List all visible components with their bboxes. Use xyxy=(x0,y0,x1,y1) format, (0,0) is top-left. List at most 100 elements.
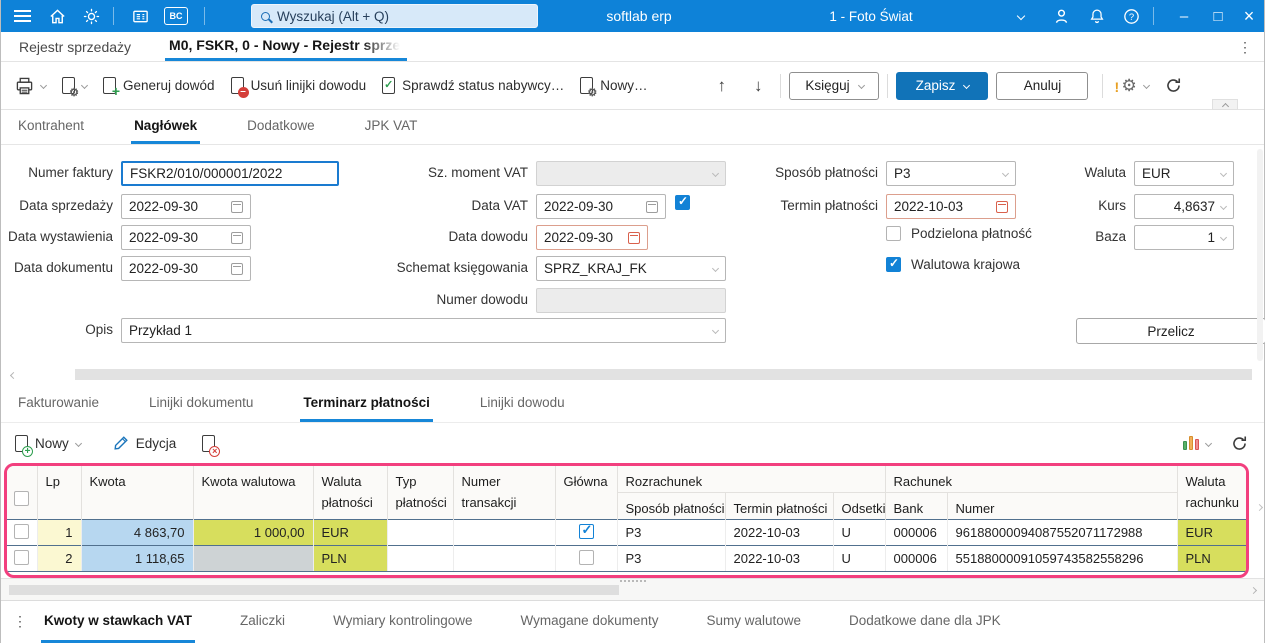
splitter-handle[interactable] xyxy=(619,580,646,582)
cell-sposob-platnosci[interactable]: P3 xyxy=(617,545,726,572)
cell-waluta-rachunku[interactable]: EUR xyxy=(1177,519,1246,546)
user-icon[interactable] xyxy=(1047,0,1075,32)
tab-active-document[interactable]: M0, FSKR, 0 - Nowy - Rejestr sprzedaż xyxy=(165,32,408,61)
cell-sposob-platnosci[interactable]: P3 xyxy=(617,519,726,546)
refresh-button[interactable] xyxy=(1161,73,1186,98)
tab-kwoty-w-stawkach-vat[interactable]: Kwoty w stawkach VAT xyxy=(41,601,196,643)
numer-dowodu-input[interactable] xyxy=(536,288,726,313)
data-sprzedazy-input[interactable]: 2022-09-30 xyxy=(121,194,251,219)
row-select-checkbox[interactable] xyxy=(14,523,30,539)
grid-refresh-button[interactable] xyxy=(1227,431,1252,456)
tab-wymiary-kontrolingowe[interactable]: Wymiary kontrolingowe xyxy=(333,613,473,628)
nowy-button[interactable]: Nowy… xyxy=(576,73,651,98)
tab-rejestr-sprzedazy[interactable]: Rejestr sprzedaży xyxy=(19,38,132,55)
close-button[interactable]: × xyxy=(1243,5,1255,26)
scroll-left-chevron-icon[interactable] xyxy=(9,371,18,380)
grid-edycja-button[interactable]: Edycja xyxy=(109,431,181,455)
company-dropdown-chevron-icon[interactable] xyxy=(1009,0,1033,32)
data-dowodu-input[interactable]: 2022-09-30 xyxy=(536,225,648,250)
grid-nowy-button[interactable]: Nowy xyxy=(11,431,85,457)
tab-linijki-dowodu[interactable]: Linijki dowodu xyxy=(479,394,565,410)
col-waluta-platnosci[interactable]: Waluta płatności xyxy=(313,466,388,520)
sz-moment-vat-select[interactable] xyxy=(536,161,726,186)
opis-combobox[interactable]: Przykład 1 xyxy=(121,318,726,343)
minimize-button[interactable]: – xyxy=(1179,7,1189,25)
tab-wymagane-dokumenty[interactable]: Wymagane dokumenty xyxy=(520,613,659,628)
ksieguj-dropdown-button[interactable]: Księguj xyxy=(789,71,880,100)
cell-waluta-rachunku[interactable]: PLN xyxy=(1177,545,1246,572)
data-wystawienia-input[interactable]: 2022-09-30 xyxy=(121,225,251,250)
maximize-button[interactable]: □ xyxy=(1213,7,1223,25)
search-input[interactable]: Wyszukaj (Alt + Q) xyxy=(251,4,538,28)
grid-chart-button[interactable] xyxy=(1179,432,1215,454)
table-row[interactable]: 2 1 118,65 PLN P3 2022-10-03 U 000006 55… xyxy=(7,545,1246,572)
grid-delete-button[interactable] xyxy=(198,431,221,457)
kurs-select[interactable]: 4,8637 xyxy=(1134,194,1234,219)
settings-warning-button[interactable]: ⚙ xyxy=(1111,72,1152,100)
help-icon[interactable]: ? xyxy=(1117,0,1145,32)
sposob-platnosci-select[interactable]: P3 xyxy=(886,161,1016,186)
cell-typ-platnosci[interactable] xyxy=(387,545,454,572)
calendar-icon[interactable] xyxy=(231,231,243,244)
sprawdz-status-nabywcy-button[interactable]: Sprawdź status nabywcy… xyxy=(378,73,568,98)
calendar-icon[interactable] xyxy=(231,262,243,275)
cell-kwota-walutowa[interactable] xyxy=(193,545,314,572)
move-down-button[interactable]: ↓ xyxy=(753,75,763,95)
business-central-icon[interactable]: BC xyxy=(164,7,188,25)
cell-kwota[interactable]: 1 118,65 xyxy=(81,545,194,572)
scrollbar-thumb[interactable] xyxy=(9,585,619,595)
scroll-right-chevron-icon[interactable] xyxy=(1249,586,1258,595)
collapse-panel-button[interactable] xyxy=(1212,99,1238,110)
select-all-checkbox[interactable] xyxy=(14,491,30,506)
tab-naglowek[interactable]: Nagłówek xyxy=(131,110,201,144)
cell-waluta-platnosci[interactable]: PLN xyxy=(313,545,388,572)
col-numer-transakcji[interactable]: Numer transakcji xyxy=(453,466,556,520)
usun-linijki-dowodu-button[interactable]: Usuń linijki dowodu xyxy=(227,73,371,98)
cell-bank[interactable]: 000006 xyxy=(885,519,948,546)
calendar-icon[interactable] xyxy=(628,231,640,244)
grid-scroll-right-chevron-icon[interactable] xyxy=(1255,503,1264,512)
podzielona-platnosc-checkbox[interactable] xyxy=(886,226,901,241)
tab-overflow-kebab-icon[interactable]: ⋮ xyxy=(1238,38,1252,55)
generuj-dowod-button[interactable]: Generuj dowód xyxy=(99,73,219,98)
tab-zaliczki[interactable]: Zaliczki xyxy=(240,613,286,628)
tab-terminarz-platnosci[interactable]: Terminarz płatności xyxy=(300,385,433,422)
brightness-icon[interactable] xyxy=(77,0,105,32)
cell-termin-platnosci[interactable]: 2022-10-03 xyxy=(725,519,834,546)
scrollbar-thumb[interactable] xyxy=(75,369,1252,380)
data-dokumentu-input[interactable]: 2022-09-30 xyxy=(121,256,251,281)
calendar-icon[interactable] xyxy=(646,200,658,213)
tab-sumy-walutowe[interactable]: Sumy walutowe xyxy=(706,613,801,628)
col-sposob-platnosci[interactable]: Sposób płatności xyxy=(617,492,726,520)
cell-odsetki[interactable]: U xyxy=(833,519,886,546)
grid-horizontal-scrollbar[interactable] xyxy=(1,578,1264,600)
bottom-tabs-kebab-icon[interactable]: ⋮ xyxy=(13,613,27,629)
cell-numer-transakcji[interactable] xyxy=(453,519,556,546)
waluta-select[interactable]: EUR xyxy=(1134,161,1234,186)
tab-kontrahent[interactable]: Kontrahent xyxy=(18,118,85,133)
col-kwota[interactable]: Kwota xyxy=(81,466,194,520)
schemat-ksiegowania-select[interactable]: SPRZ_KRAJ_FK xyxy=(536,256,726,281)
company-selector[interactable]: 1 - Foto Świat xyxy=(829,8,913,24)
cell-odsetki[interactable]: U xyxy=(833,545,886,572)
print-button[interactable] xyxy=(11,73,50,99)
col-odsetki[interactable]: Odsetki xyxy=(833,492,886,520)
hamburger-menu-icon[interactable] xyxy=(9,0,35,32)
cell-kwota[interactable]: 4 863,70 xyxy=(81,519,194,546)
cell-numer[interactable]: 55188000091059743582558296 xyxy=(947,545,1178,572)
col-glowna[interactable]: Główna xyxy=(555,466,618,520)
form-horizontal-scrollbar[interactable] xyxy=(1,365,1264,385)
tab-fakturowanie[interactable]: Fakturowanie xyxy=(18,394,100,410)
news-icon[interactable] xyxy=(125,0,155,32)
data-vat-checkbox[interactable] xyxy=(675,194,690,210)
col-bank[interactable]: Bank xyxy=(885,492,948,520)
cell-waluta-platnosci[interactable]: EUR xyxy=(313,519,388,546)
glowna-checkbox[interactable] xyxy=(578,549,594,565)
zapisz-button[interactable]: Zapisz xyxy=(896,71,989,100)
document-actions-button[interactable] xyxy=(58,73,91,98)
tab-dodatkowe-dane-dla-jpk[interactable]: Dodatkowe dane dla JPK xyxy=(849,613,1001,628)
col-lp[interactable]: Lp xyxy=(37,466,82,520)
numer-faktury-input[interactable]: FSKR2/010/000001/2022 xyxy=(121,161,339,186)
col-kwota-walutowa[interactable]: Kwota walutowa xyxy=(193,466,314,520)
colgroup-rachunek[interactable]: Rachunek xyxy=(885,466,1178,493)
